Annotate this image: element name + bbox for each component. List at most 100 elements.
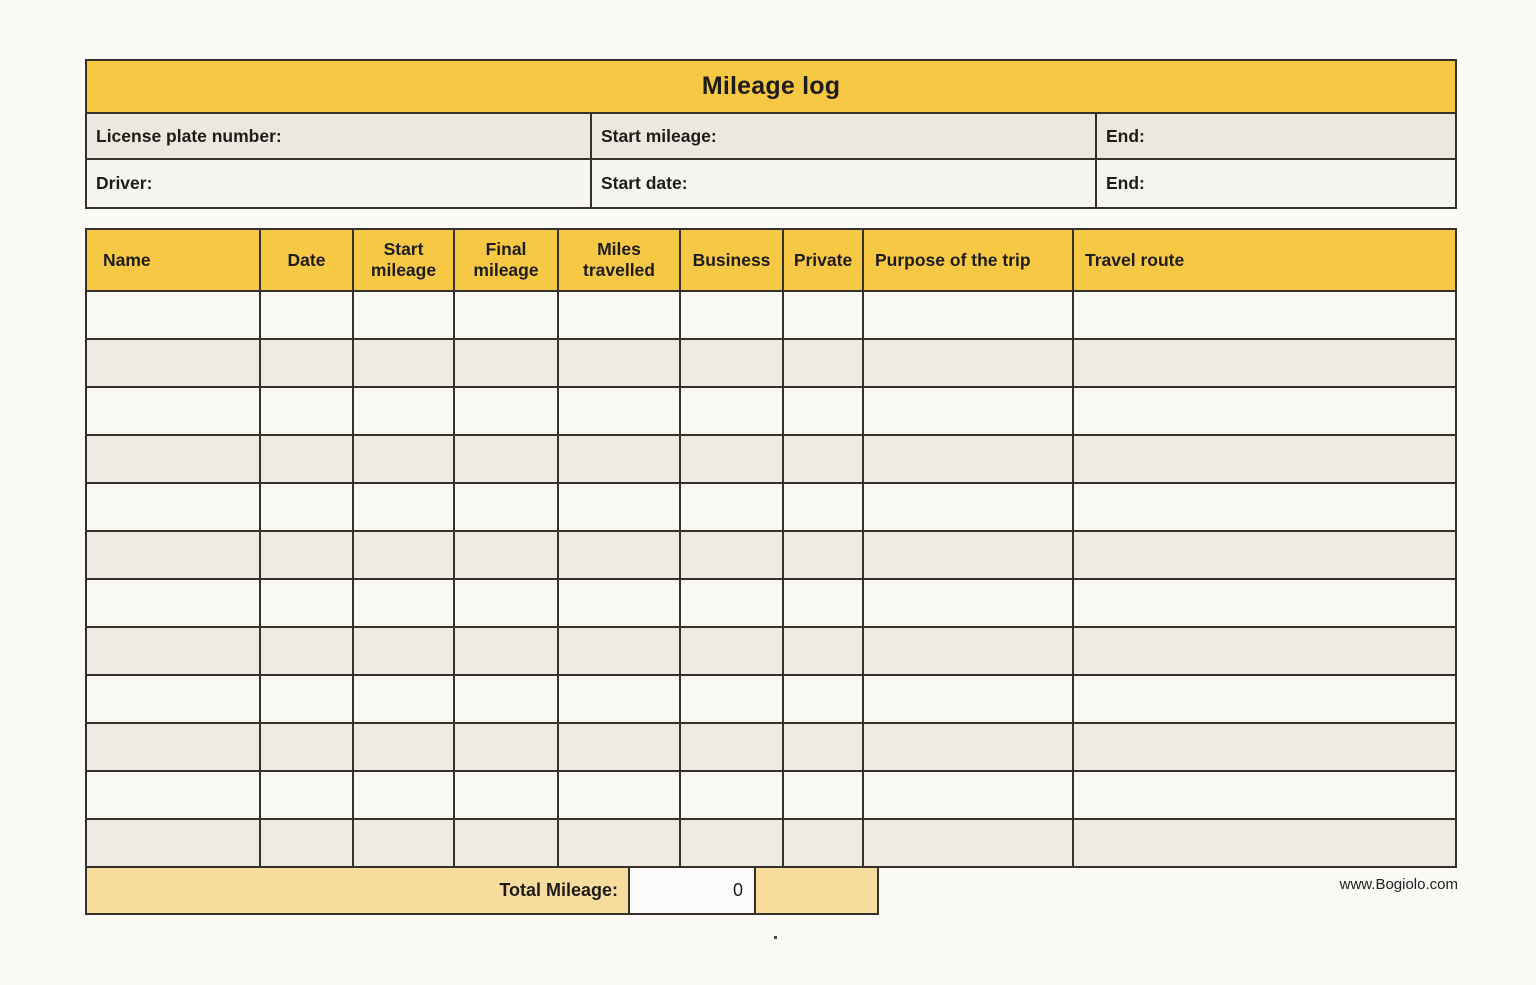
log-entry-cell[interactable] [784,724,864,770]
log-entry-cell[interactable] [1074,484,1455,530]
log-entry-cell[interactable] [261,628,354,674]
log-entry-cell[interactable] [1074,340,1455,386]
log-entry-cell[interactable] [87,820,261,866]
log-entry-cell[interactable] [864,628,1074,674]
log-entry-cell[interactable] [1074,292,1455,338]
log-entry-cell[interactable] [1074,388,1455,434]
log-entry-cell[interactable] [784,772,864,818]
log-entry-cell[interactable] [455,820,559,866]
log-entry-cell[interactable] [261,820,354,866]
log-entry-cell[interactable] [1074,436,1455,482]
log-entry-cell[interactable] [784,532,864,578]
log-entry-cell[interactable] [559,388,681,434]
log-entry-cell[interactable] [864,820,1074,866]
log-entry-cell[interactable] [87,484,261,530]
log-entry-cell[interactable] [784,484,864,530]
log-entry-cell[interactable] [354,484,455,530]
log-entry-cell[interactable] [87,676,261,722]
log-entry-cell[interactable] [1074,724,1455,770]
log-entry-cell[interactable] [354,436,455,482]
log-entry-cell[interactable] [864,340,1074,386]
log-entry-cell[interactable] [559,484,681,530]
log-entry-cell[interactable] [784,436,864,482]
log-entry-cell[interactable] [559,676,681,722]
log-entry-cell[interactable] [681,676,784,722]
log-entry-cell[interactable] [559,820,681,866]
driver-field[interactable]: Driver: [87,160,592,207]
log-entry-cell[interactable] [354,388,455,434]
log-entry-cell[interactable] [681,388,784,434]
log-entry-cell[interactable] [784,340,864,386]
log-entry-cell[interactable] [354,532,455,578]
log-entry-cell[interactable] [1074,580,1455,626]
log-entry-cell[interactable] [87,532,261,578]
log-entry-cell[interactable] [261,340,354,386]
log-entry-cell[interactable] [455,724,559,770]
log-entry-cell[interactable] [864,388,1074,434]
log-entry-cell[interactable] [1074,532,1455,578]
log-entry-cell[interactable] [784,292,864,338]
log-entry-cell[interactable] [87,292,261,338]
log-entry-cell[interactable] [559,628,681,674]
log-entry-cell[interactable] [784,628,864,674]
log-entry-cell[interactable] [559,580,681,626]
log-entry-cell[interactable] [261,676,354,722]
log-entry-cell[interactable] [559,724,681,770]
license-plate-field[interactable]: License plate number: [87,114,592,158]
log-entry-cell[interactable] [261,388,354,434]
log-entry-cell[interactable] [559,532,681,578]
log-entry-cell[interactable] [261,436,354,482]
log-entry-cell[interactable] [455,532,559,578]
log-entry-cell[interactable] [559,436,681,482]
log-entry-cell[interactable] [354,676,455,722]
log-entry-cell[interactable] [354,340,455,386]
log-entry-cell[interactable] [681,340,784,386]
log-entry-cell[interactable] [784,676,864,722]
log-entry-cell[interactable] [87,340,261,386]
log-entry-cell[interactable] [455,484,559,530]
log-entry-cell[interactable] [681,724,784,770]
log-entry-cell[interactable] [354,724,455,770]
log-entry-cell[interactable] [864,484,1074,530]
log-entry-cell[interactable] [261,532,354,578]
log-entry-cell[interactable] [864,724,1074,770]
log-entry-cell[interactable] [455,436,559,482]
start-mileage-field[interactable]: Start mileage: [592,114,1097,158]
log-entry-cell[interactable] [261,580,354,626]
log-entry-cell[interactable] [681,484,784,530]
log-entry-cell[interactable] [864,772,1074,818]
log-entry-cell[interactable] [354,628,455,674]
log-entry-cell[interactable] [784,388,864,434]
log-entry-cell[interactable] [455,340,559,386]
log-entry-cell[interactable] [1074,772,1455,818]
log-entry-cell[interactable] [864,292,1074,338]
log-entry-cell[interactable] [1074,676,1455,722]
start-date-field[interactable]: Start date: [592,160,1097,207]
log-entry-cell[interactable] [455,628,559,674]
total-mileage-value[interactable]: 0 [630,868,756,913]
log-entry-cell[interactable] [261,484,354,530]
log-entry-cell[interactable] [261,292,354,338]
log-entry-cell[interactable] [681,292,784,338]
log-entry-cell[interactable] [559,772,681,818]
log-entry-cell[interactable] [87,388,261,434]
log-entry-cell[interactable] [784,580,864,626]
log-entry-cell[interactable] [681,436,784,482]
log-entry-cell[interactable] [354,772,455,818]
log-entry-cell[interactable] [681,532,784,578]
log-entry-cell[interactable] [681,820,784,866]
log-entry-cell[interactable] [455,772,559,818]
log-entry-cell[interactable] [864,436,1074,482]
log-entry-cell[interactable] [87,772,261,818]
log-entry-cell[interactable] [681,628,784,674]
log-entry-cell[interactable] [681,772,784,818]
log-entry-cell[interactable] [354,292,455,338]
log-entry-cell[interactable] [87,436,261,482]
log-entry-cell[interactable] [354,820,455,866]
log-entry-cell[interactable] [455,676,559,722]
log-entry-cell[interactable] [784,820,864,866]
log-entry-cell[interactable] [261,772,354,818]
log-entry-cell[interactable] [455,292,559,338]
log-entry-cell[interactable] [864,532,1074,578]
log-entry-cell[interactable] [864,580,1074,626]
